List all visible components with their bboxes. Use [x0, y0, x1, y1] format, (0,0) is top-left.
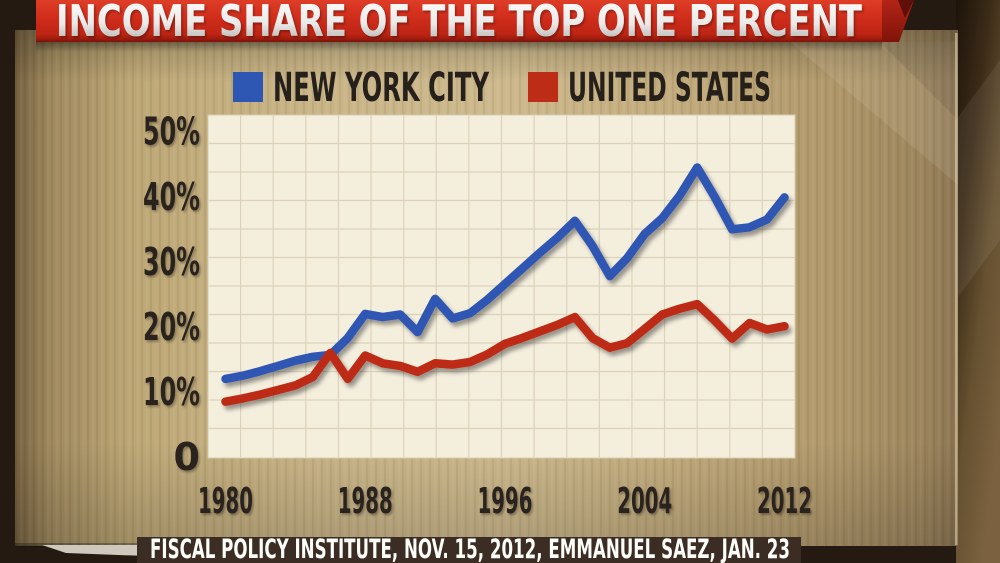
line-new-york-city [221, 163, 789, 384]
y-tick-label: 50% [143, 110, 200, 154]
legend-swatch-nyc [233, 72, 263, 102]
panel [15, 30, 958, 559]
x-tick-label: 2004 [617, 481, 672, 522]
y-tick-label: 0 [174, 435, 200, 479]
legend-label-nyc: NEW YORK CITY [273, 65, 490, 111]
data-lines [221, 163, 789, 406]
source-text: FISCAL POLICY INSTITUTE, NOV. 15, 2012, … [150, 534, 790, 563]
source-bar: FISCAL POLICY INSTITUTE, NOV. 15, 2012, … [137, 534, 801, 563]
y-tick-label: 40% [143, 175, 200, 219]
y-tick-label: 30% [143, 240, 200, 284]
y-tick-label: 20% [143, 305, 200, 349]
grid-lines [208, 115, 795, 457]
x-tick-label: 1996 [477, 481, 532, 522]
panel-diagonal-light [790, 42, 958, 185]
y-axis-labels: 0 10% 20% 30% 40% 50% [143, 110, 200, 479]
y-tick-label: 10% [143, 370, 200, 414]
chart-legend: NEW YORK CITY UNITED STATES [233, 65, 771, 111]
line-united-states [221, 299, 789, 406]
x-tick-label: 1988 [338, 481, 393, 522]
background-right-highlight [956, 60, 1000, 300]
page-title: INCOME SHARE OF THE TOP ONE PERCENT [56, 0, 862, 47]
banner-drop-shadow [36, 42, 882, 52]
background-right-column [956, 0, 1000, 563]
banner-fold-tab [898, 0, 914, 18]
title-banner: INCOME SHARE OF THE TOP ONE PERCENT [36, 0, 914, 52]
legend-swatch-us [528, 72, 558, 102]
x-axis-labels: 1980 1988 1996 2004 2012 [198, 481, 812, 522]
banner-bar [36, 0, 882, 42]
legend-label-us: UNITED STATES [568, 65, 771, 111]
x-tick-label: 1980 [198, 481, 253, 522]
panel-diagonal-dark [880, 42, 958, 120]
panel-edge-line [955, 33, 958, 545]
x-tick-label: 2012 [757, 481, 812, 522]
source-bar-bg [137, 537, 801, 563]
